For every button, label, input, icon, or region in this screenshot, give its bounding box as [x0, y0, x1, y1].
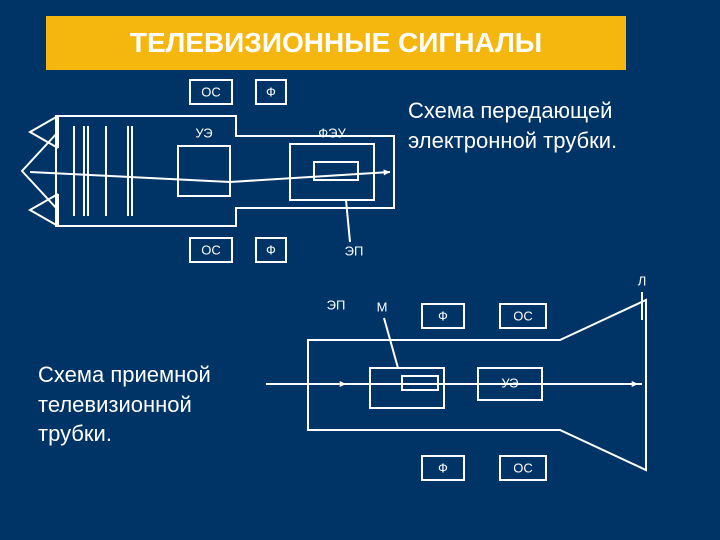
svg-text:Л: Л: [638, 273, 647, 288]
svg-text:Ф: Ф: [266, 242, 276, 257]
svg-text:ОС: ОС: [201, 242, 221, 257]
title-band: ТЕЛЕВИЗИОННЫЕ СИГНАЛЫ: [46, 16, 626, 70]
svg-text:М: М: [377, 299, 388, 314]
title-text: ТЕЛЕВИЗИОННЫЕ СИГНАЛЫ: [130, 27, 542, 59]
svg-text:Ф: Ф: [438, 460, 448, 475]
slide-stage: ТЕЛЕВИЗИОННЫЕ СИГНАЛЫ Схема передающей э…: [0, 0, 720, 540]
svg-text:ФЭУ: ФЭУ: [318, 125, 346, 140]
diagram-transmitting-tube: УЭФЭУОСФОСФЭП: [54, 110, 474, 320]
svg-text:ОС: ОС: [513, 308, 533, 323]
svg-text:УЭ: УЭ: [501, 375, 518, 390]
svg-text:ЭП: ЭП: [327, 297, 346, 312]
diagram-receiving-tube: УЭМЭПЛФОСФОС: [306, 310, 720, 540]
svg-text:ОС: ОС: [513, 460, 533, 475]
svg-text:Ф: Ф: [438, 308, 448, 323]
svg-text:Ф: Ф: [266, 84, 276, 99]
svg-text:ОС: ОС: [201, 84, 221, 99]
svg-text:УЭ: УЭ: [195, 125, 212, 140]
svg-text:ЭП: ЭП: [345, 243, 364, 258]
caption-bottom: Схема приемной телевизионной трубки.: [38, 360, 211, 449]
